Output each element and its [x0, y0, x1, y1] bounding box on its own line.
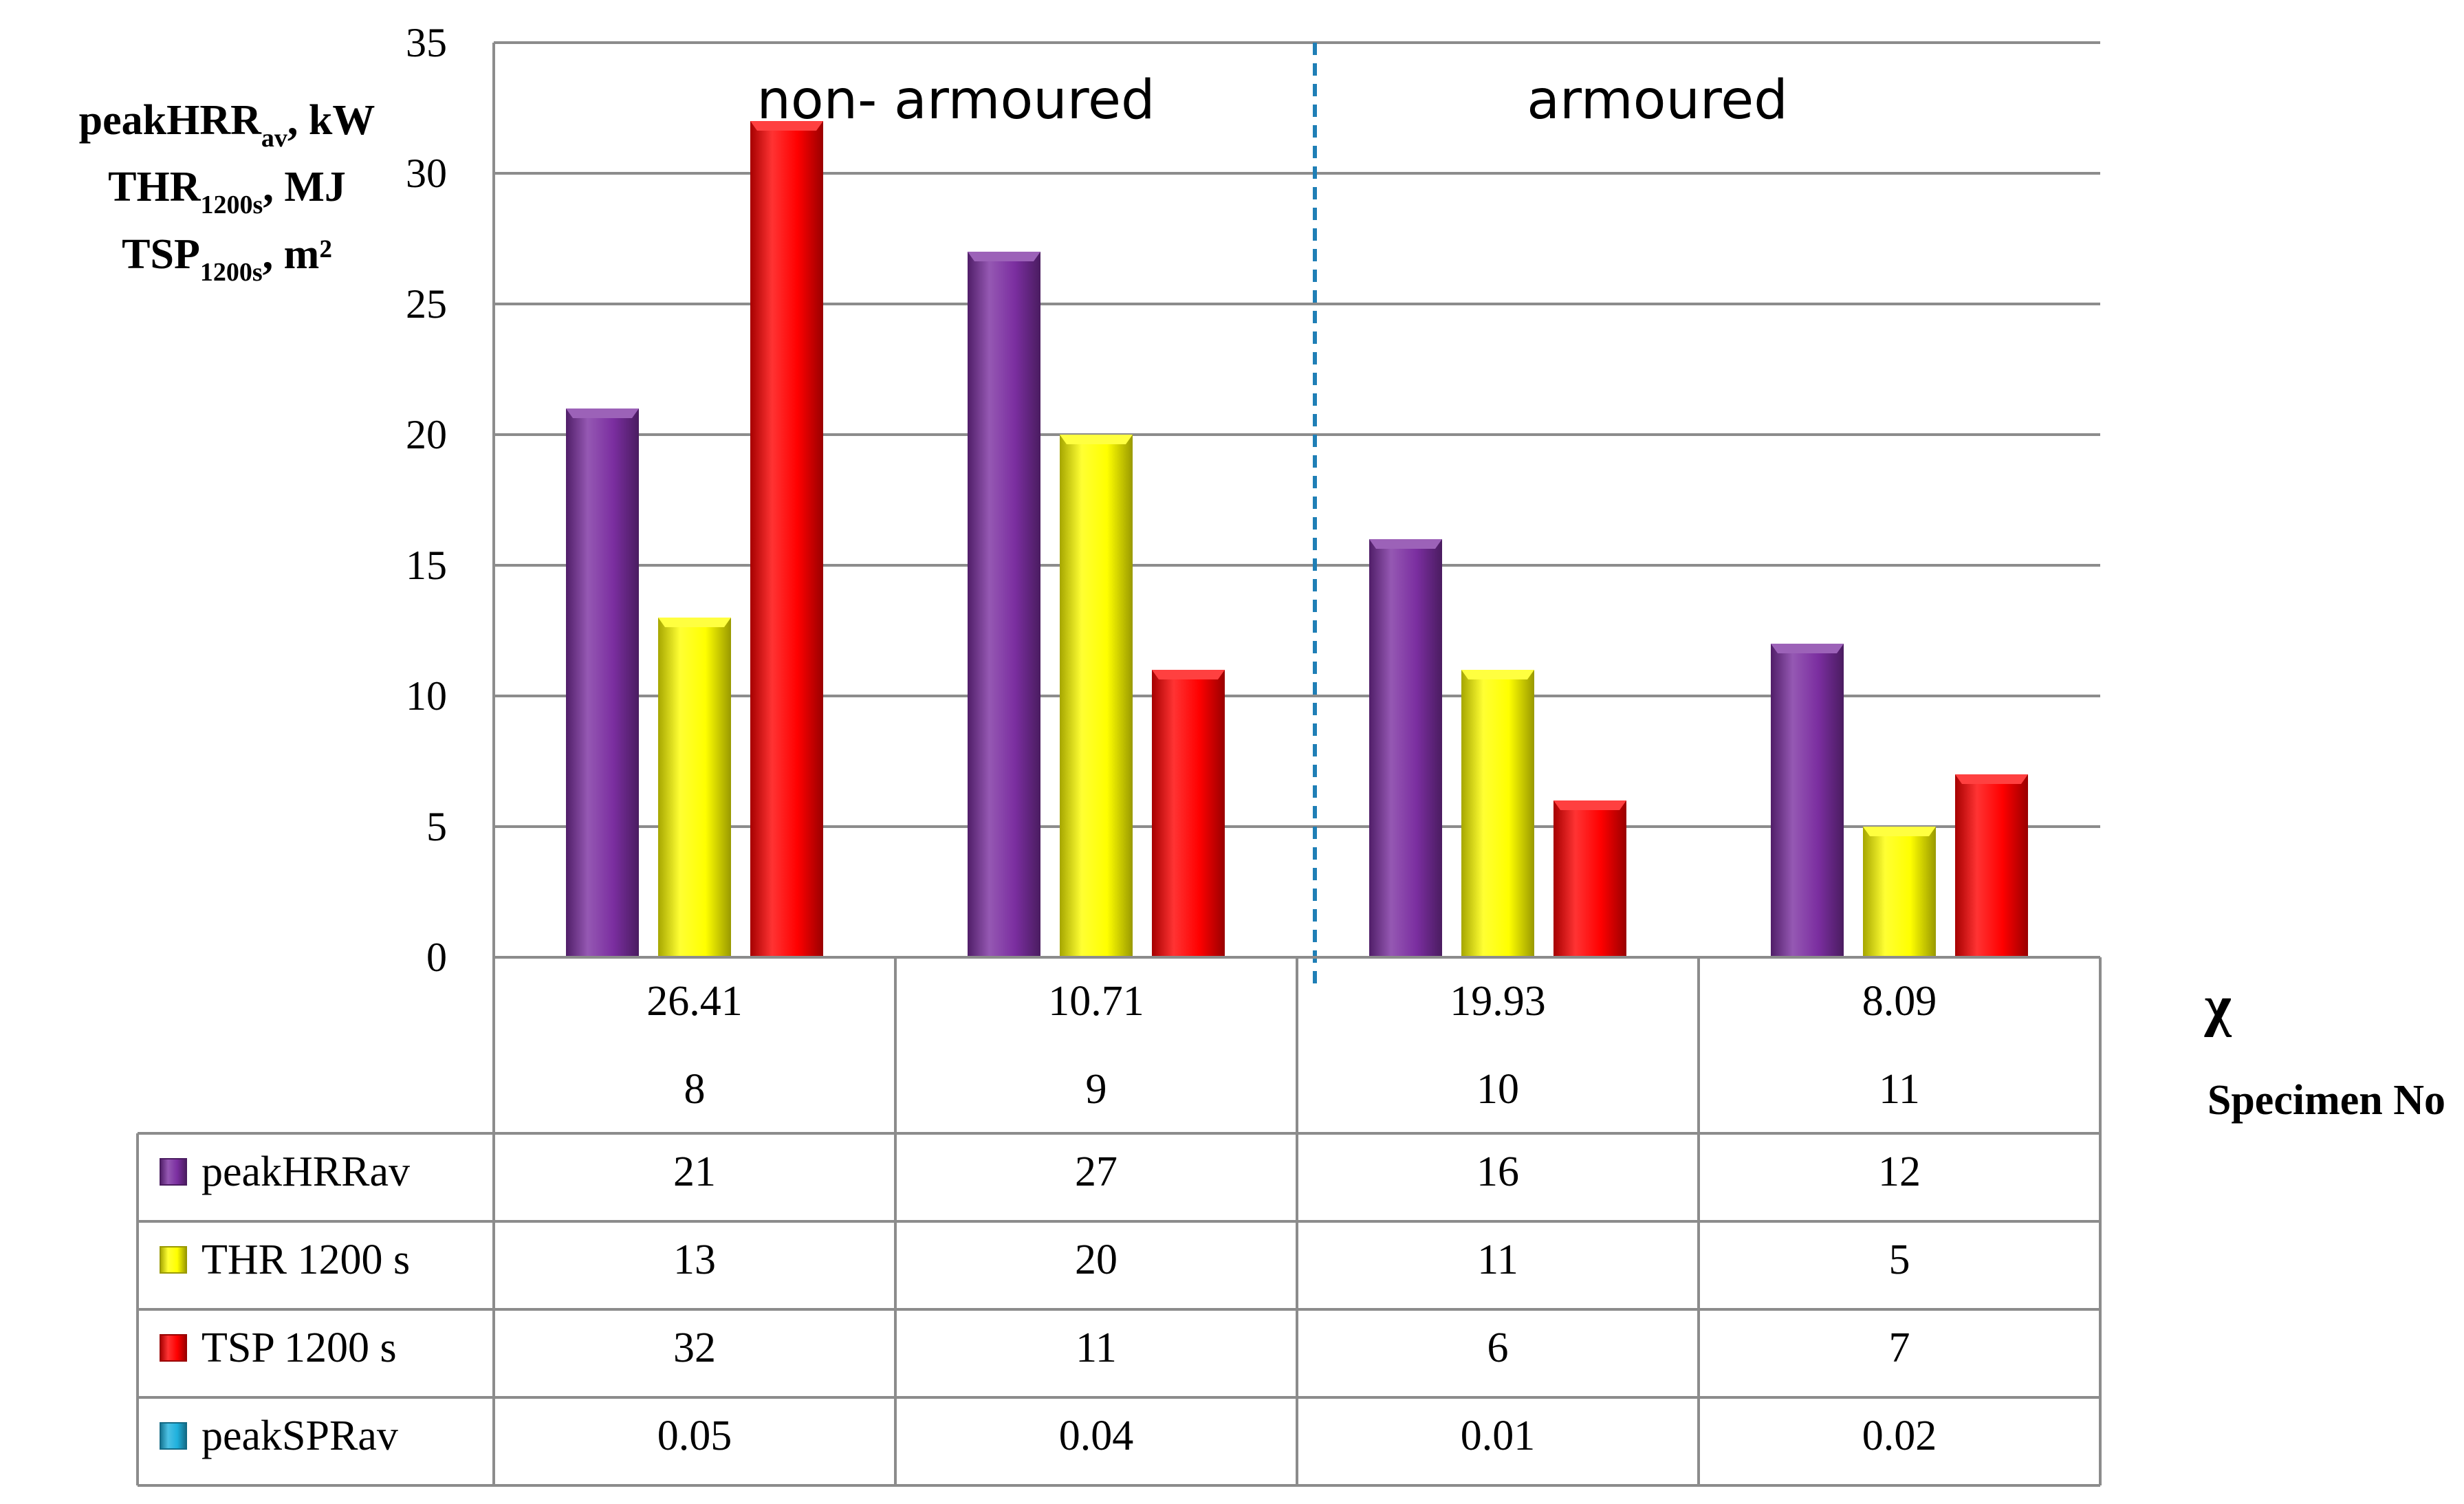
- y-tick-label: 0: [426, 935, 447, 980]
- bar-peakhrrav: [566, 408, 639, 957]
- data-label: 11: [1076, 1325, 1117, 1371]
- bar-cap: [968, 252, 1040, 261]
- region-label: armoured: [1527, 69, 1788, 131]
- data-label: 21: [673, 1148, 716, 1195]
- bar-tsp-1200-s: [1553, 800, 1626, 957]
- bar-thr-1200-s: [1060, 435, 1133, 957]
- data-label: 32: [673, 1325, 716, 1371]
- y-tick-label: 10: [406, 673, 447, 719]
- bar-tsp-1200-s: [1152, 670, 1225, 957]
- y-axis-label-sub: 1200s: [201, 190, 263, 219]
- specimen-no-cell: 11: [1879, 1066, 1920, 1113]
- y-axis-label-unit: , MJ: [263, 164, 346, 210]
- y-axis-label-unit: , kW: [287, 97, 375, 144]
- y-tick-label: 5: [426, 804, 447, 849]
- bars: [566, 121, 2028, 957]
- y-axis-label-sub: 1200s: [200, 258, 263, 287]
- data-label: 6: [1487, 1325, 1509, 1371]
- bar-cap: [750, 121, 823, 131]
- data-table: [136, 956, 2102, 1487]
- y-tick-label: 25: [406, 281, 447, 327]
- data-label: 13: [673, 1236, 716, 1283]
- region-label: non- armoured: [756, 69, 1155, 131]
- data-label: 0.02: [1862, 1413, 1937, 1459]
- y-tick-label: 30: [406, 151, 447, 196]
- legend-swatch: [160, 1246, 187, 1274]
- bar-tsp-1200-s: [750, 121, 823, 957]
- specimen-no-label: Specimen No: [2207, 1077, 2445, 1124]
- bar-cap: [1863, 827, 1936, 836]
- specimen-no-cell: 8: [684, 1066, 706, 1113]
- y-ticks: 0 5 10 15 20 25 30 35: [406, 20, 447, 980]
- chi-value-cell: 19.93: [1450, 978, 1546, 1025]
- chi-value-cell: 26.41: [646, 978, 743, 1025]
- data-label: 16: [1476, 1148, 1519, 1195]
- grid: [492, 41, 2100, 957]
- y-axis-label-sub: av: [261, 124, 287, 153]
- bar-tsp-1200-s: [1955, 774, 2028, 957]
- y-axis-label: peakHRRav, kW: [79, 97, 375, 153]
- y-axis-label-main: peakHRR: [79, 97, 262, 144]
- specimen-no-cell: 10: [1476, 1066, 1519, 1113]
- data-label: 20: [1075, 1236, 1117, 1283]
- bar-thr-1200-s: [1461, 670, 1534, 957]
- legend-label: THR 1200 s: [201, 1236, 410, 1283]
- legend-label: TSP 1200 s: [201, 1325, 397, 1371]
- legend-swatch: [160, 1422, 187, 1450]
- legend-swatch: [160, 1334, 187, 1362]
- y-axis-label: TSP1200s, m²: [122, 231, 332, 287]
- y-axis-label-unit: , m²: [263, 231, 332, 278]
- bar-thr-1200-s: [1863, 827, 1936, 957]
- y-axis-label: THR1200s, MJ: [108, 164, 346, 219]
- data-label: 11: [1477, 1236, 1518, 1283]
- legend-swatch: [160, 1158, 187, 1186]
- data-label: 12: [1878, 1148, 1921, 1195]
- bar-cap: [1060, 435, 1133, 444]
- legend-label: peakSPRav: [201, 1413, 398, 1459]
- y-tick-label: 15: [406, 543, 447, 588]
- bar-cap: [1152, 670, 1225, 679]
- y-axis-label-main: TSP: [122, 231, 200, 278]
- y-axis-label-main: THR: [108, 164, 201, 210]
- specimen-no-cell: 9: [1086, 1066, 1107, 1113]
- data-label: 0.04: [1059, 1413, 1134, 1459]
- chi-label: χ: [2204, 974, 2232, 1038]
- bar-peakhrrav: [1771, 644, 1844, 957]
- chi-value-cell: 8.09: [1862, 978, 1937, 1025]
- bar-cap: [658, 618, 731, 627]
- legend-label: peakHRRav: [201, 1148, 410, 1195]
- bar-cap: [1771, 644, 1844, 653]
- data-label: 5: [1889, 1236, 1910, 1283]
- data-label: 27: [1075, 1148, 1117, 1195]
- bar-peakhrrav: [1369, 539, 1442, 957]
- bar-cap: [1955, 774, 2028, 784]
- data-label: 7: [1889, 1325, 1910, 1371]
- bar-cap: [1553, 800, 1626, 810]
- chi-value-cell: 10.71: [1048, 978, 1144, 1025]
- y-tick-label: 35: [406, 20, 447, 65]
- bar-thr-1200-s: [658, 618, 731, 957]
- bar-cap: [1461, 670, 1534, 679]
- data-label: 0.05: [657, 1413, 732, 1459]
- y-tick-label: 20: [406, 412, 447, 457]
- data-label: 0.01: [1461, 1413, 1536, 1459]
- bar-cap: [1369, 539, 1442, 549]
- bar-peakhrrav: [968, 252, 1040, 957]
- bar-cap: [566, 408, 639, 418]
